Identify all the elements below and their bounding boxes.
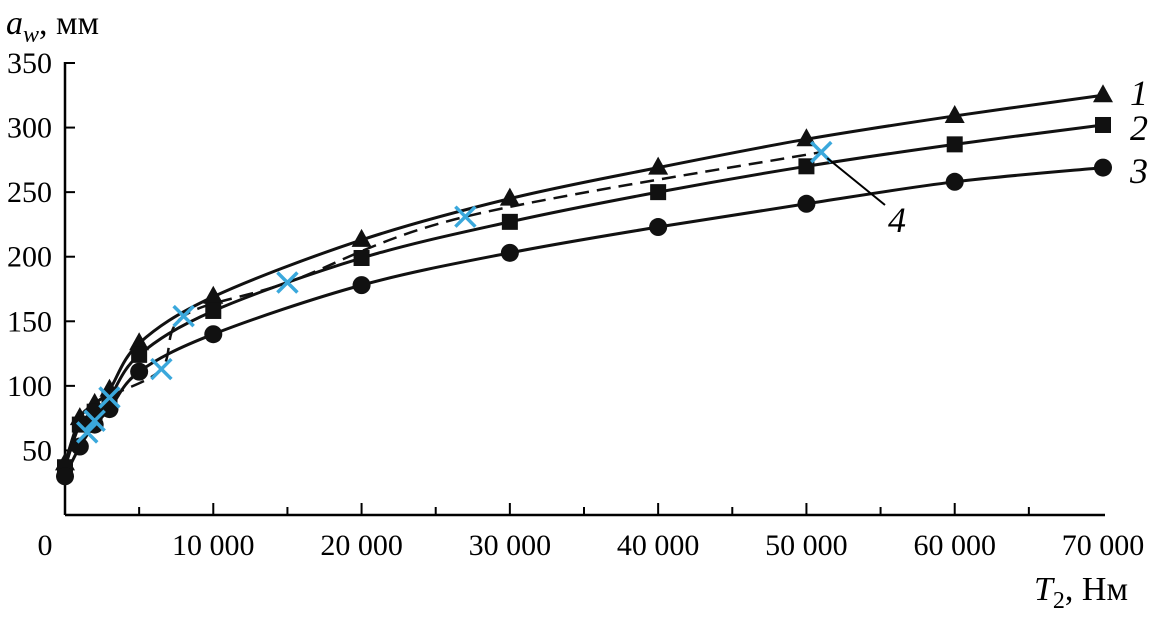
series-3-point (352, 276, 371, 295)
x-axis-label: T2, Нм (1034, 571, 1128, 614)
y-tick-label: 300 (7, 112, 52, 145)
x-tick-label: 20 000 (320, 529, 403, 562)
series-3-point (500, 243, 519, 262)
series-3-point (649, 218, 668, 237)
series-3-point (130, 362, 149, 381)
series-2-point (353, 250, 370, 267)
ticks: 50 100 150 200 250 300 350 0 10 000 20 000 30 000 4… (7, 47, 1144, 562)
x-axis-label-var: T (1034, 571, 1055, 608)
series-labels: 123 4 (826, 73, 1148, 240)
x-tick-label: 10 000 (172, 529, 255, 562)
x-tick-label: 50 000 (765, 529, 848, 562)
series-1-point (351, 228, 372, 247)
series-4-point (83, 409, 106, 432)
series-4-point (150, 357, 173, 381)
series-3-point (797, 194, 816, 213)
series-2-point (131, 346, 148, 363)
series-2-point (946, 136, 963, 153)
series-4-point (172, 304, 195, 328)
series-3-label: 3 (1129, 151, 1148, 191)
x-tick-label: 60 000 (913, 529, 996, 562)
series-3-point (1094, 158, 1112, 177)
y-tick-label: 250 (7, 176, 52, 209)
x-tick-label: 0 (38, 529, 53, 562)
series-1-line (63, 93, 1104, 464)
series-1-point (499, 187, 520, 206)
series-4-point (98, 386, 121, 409)
series-4-point (76, 421, 99, 444)
series-1-point (648, 156, 669, 175)
y-axis-label-sub: w (23, 22, 39, 48)
series-4-point (276, 271, 299, 294)
series-2-point (1095, 116, 1111, 133)
x-tick-label: 40 000 (617, 529, 700, 562)
series-markers (55, 84, 1113, 486)
series-2-point (650, 184, 667, 201)
x-tick-label: 30 000 (469, 529, 552, 562)
series-1-point (203, 285, 224, 304)
series-1-point (129, 332, 150, 351)
series-2-point (501, 213, 518, 230)
series-3-point (204, 325, 223, 344)
y-tick-label: 50 (22, 434, 52, 467)
series-curves (63, 93, 1104, 477)
x-axis-label-unit: , Нм (1065, 571, 1128, 608)
series-2-line (63, 123, 1104, 468)
y-axis-label-var: a (6, 5, 23, 42)
y-tick-label: 150 (7, 305, 52, 338)
y-tick-label: 100 (7, 370, 52, 403)
series-1-point (944, 104, 965, 123)
series-2-label: 2 (1130, 108, 1148, 148)
series-4-point (454, 205, 477, 228)
x-tick-label: 70 000 (1062, 529, 1145, 562)
series-2-point (798, 158, 815, 175)
series-4-line (86, 150, 822, 434)
y-axis-label: aw, мм (6, 5, 99, 48)
y-axis-label-unit: , мм (39, 5, 99, 42)
series-3-point (70, 437, 89, 456)
y-tick-label: 350 (7, 47, 52, 80)
series-4-leader-line (826, 157, 886, 206)
series-3-point (945, 172, 964, 191)
series-3-line (63, 166, 1104, 477)
x-axis-label-sub: 2 (1053, 588, 1065, 614)
series-3-point (100, 400, 119, 419)
series-4-label: 4 (888, 200, 906, 240)
series-2-point (205, 302, 222, 319)
series-1-point (796, 128, 817, 147)
series-1-point (1093, 84, 1113, 103)
y-tick-label: 200 (7, 241, 52, 274)
series-1-label: 1 (1130, 73, 1148, 113)
series-3-point (56, 467, 74, 486)
